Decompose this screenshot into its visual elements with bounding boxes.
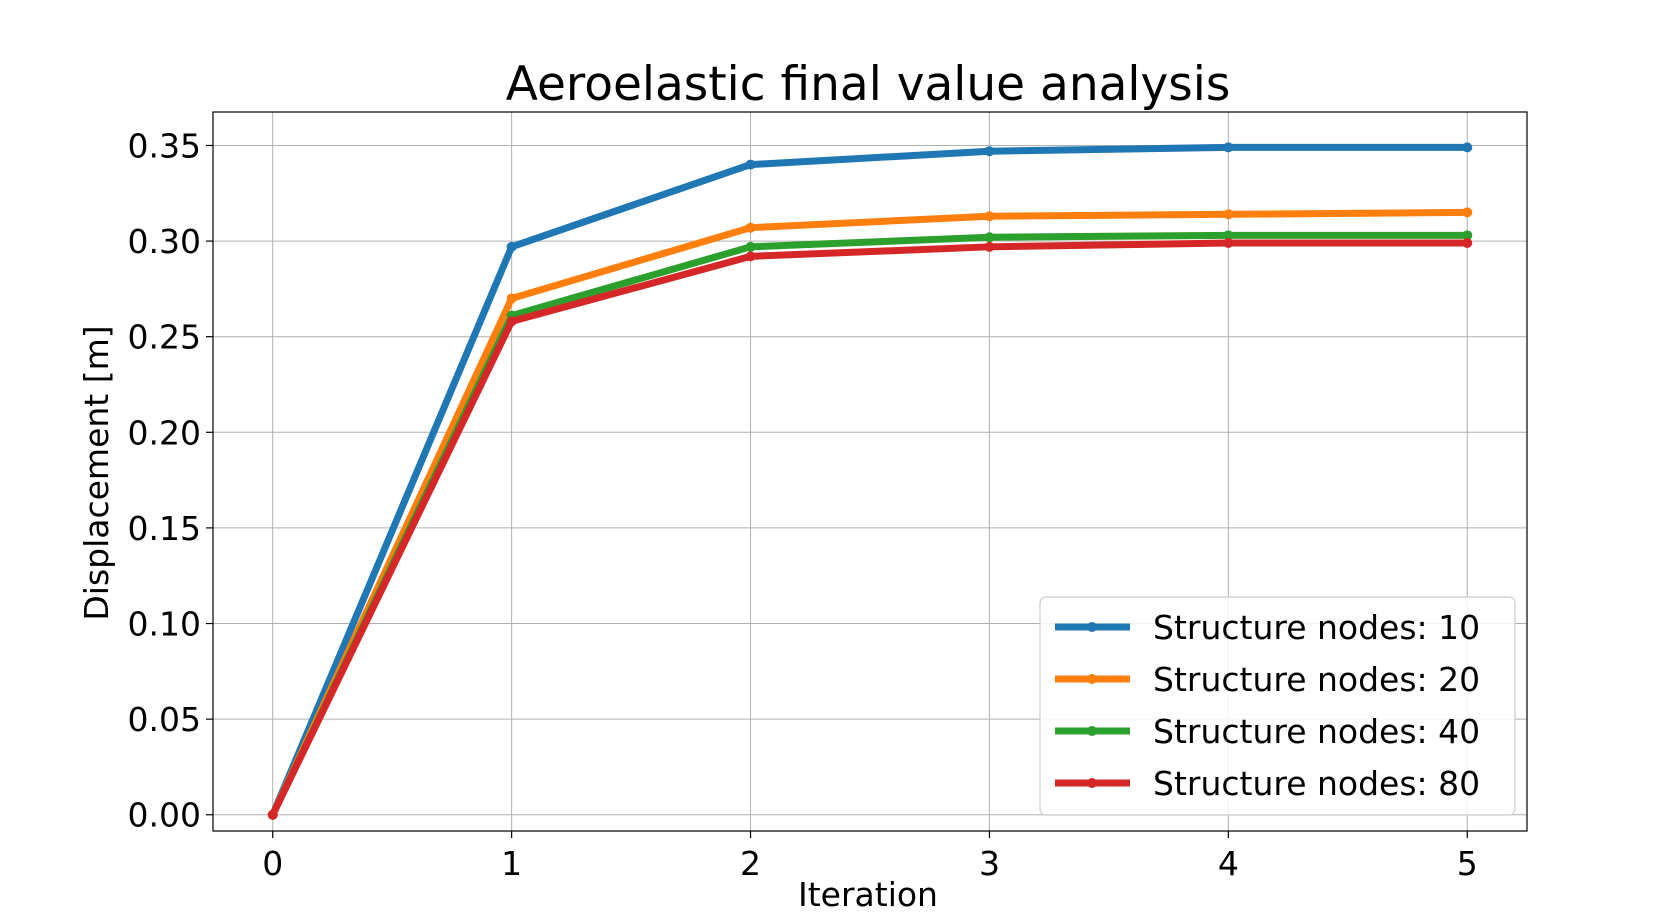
legend-label: Structure nodes: 20 — [1153, 660, 1480, 699]
data-point — [745, 159, 756, 170]
data-point — [1223, 142, 1234, 153]
y-tick-label: 0.00 — [128, 796, 201, 835]
legend-marker — [1087, 726, 1097, 736]
series-group — [267, 142, 1473, 820]
x-tick-label: 4 — [1218, 844, 1239, 883]
y-tick-label: 0.35 — [128, 126, 201, 165]
legend-item: Structure nodes: 40 — [1055, 712, 1480, 751]
y-tick-label: 0.05 — [128, 700, 201, 739]
legend-label: Structure nodes: 80 — [1153, 764, 1480, 803]
data-point — [506, 241, 517, 252]
data-point — [984, 146, 995, 157]
legend-label: Structure nodes: 40 — [1153, 712, 1480, 751]
plot-frame — [212, 111, 1528, 832]
data-point — [1223, 209, 1234, 220]
x-tick-label: 3 — [979, 844, 1000, 883]
x-tick-label: 1 — [501, 844, 522, 883]
data-point — [1462, 230, 1473, 241]
legend-item: Structure nodes: 80 — [1055, 764, 1480, 803]
series-0 — [267, 142, 1473, 820]
legend-item: Structure nodes: 10 — [1055, 608, 1480, 647]
data-point — [745, 251, 756, 262]
series-1 — [267, 207, 1473, 820]
data-point — [1223, 237, 1234, 248]
x-tick-label: 5 — [1457, 844, 1478, 883]
axis-ticks: 0 1 2 3 4 5 0.00 0.05 0.10 0.15 0.20 0.25 0.30 0.35 — [128, 126, 1478, 883]
data-point — [267, 809, 278, 820]
data-point — [506, 293, 517, 304]
data-point — [506, 316, 517, 327]
data-point — [1223, 230, 1234, 241]
series-line — [269, 239, 1471, 819]
legend: Structure nodes: 10 Structure nodes: 20 St… — [1039, 596, 1516, 816]
data-point — [1462, 142, 1473, 153]
y-tick-label: 0.15 — [128, 509, 201, 548]
data-point — [984, 232, 995, 243]
y-tick-label: 0.30 — [128, 222, 201, 261]
legend-label: Structure nodes: 10 — [1153, 608, 1480, 647]
legend-item: Structure nodes: 20 — [1055, 660, 1480, 699]
y-tick-label: 0.10 — [128, 605, 201, 644]
data-point — [745, 241, 756, 252]
legend-box — [1039, 596, 1516, 816]
series-line — [269, 143, 1471, 819]
legend-marker — [1087, 778, 1097, 788]
legend-marker — [1087, 622, 1097, 632]
x-axis-label: Iteration — [798, 875, 938, 914]
series-3 — [267, 237, 1473, 820]
y-axis-label: Displacement [m] — [77, 325, 116, 620]
data-point — [745, 222, 756, 233]
series-line — [269, 208, 1471, 819]
x-tick-label: 0 — [262, 844, 283, 883]
chart-title: Aeroelastic final value analysis — [506, 57, 1231, 112]
y-tick-label: 0.20 — [128, 413, 201, 452]
x-tick-label: 2 — [740, 844, 761, 883]
y-tick-label: 0.25 — [128, 318, 201, 357]
data-point — [1462, 237, 1473, 248]
data-point — [984, 211, 995, 222]
legend-marker — [1087, 674, 1097, 684]
data-point — [984, 241, 995, 252]
data-point — [1462, 207, 1473, 218]
